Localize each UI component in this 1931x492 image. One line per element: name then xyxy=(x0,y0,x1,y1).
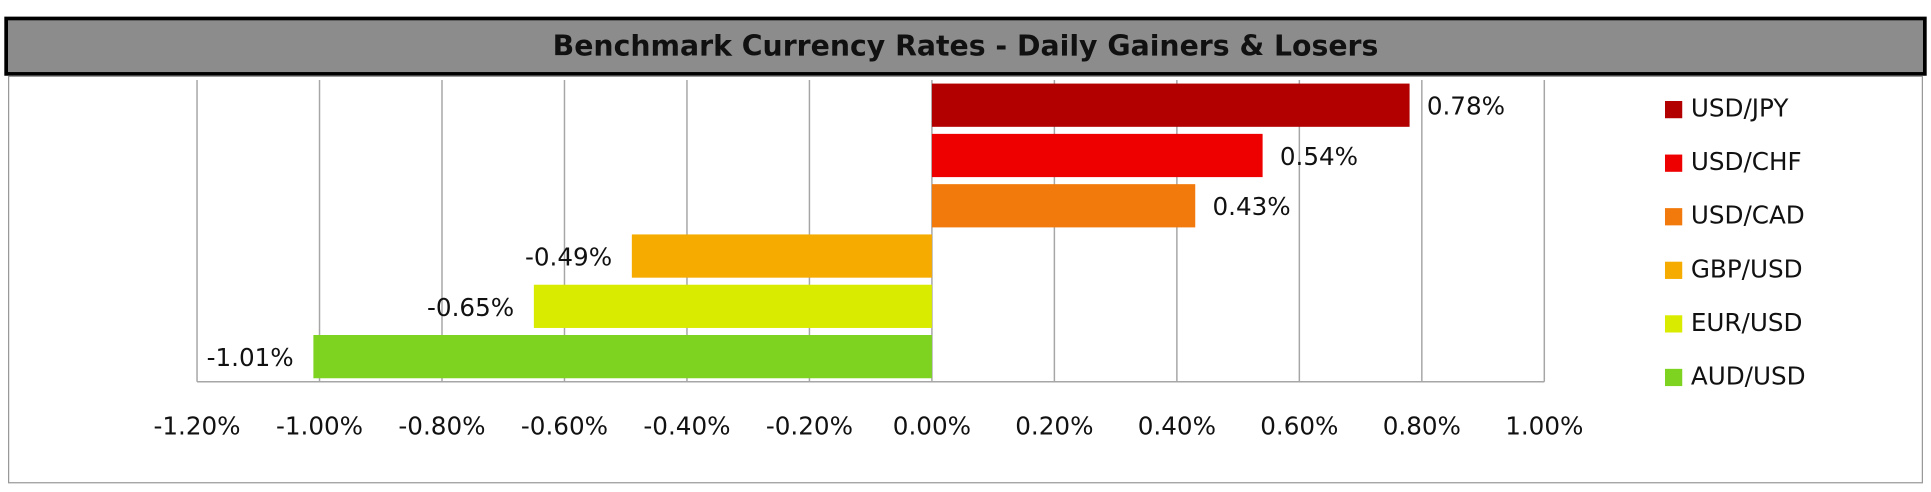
data-label: 0.78% xyxy=(1427,92,1505,121)
bar xyxy=(533,284,932,328)
x-tick-label: -0.20% xyxy=(766,411,853,440)
x-tick-label: 0.60% xyxy=(1260,411,1338,440)
x-tick-label: -0.60% xyxy=(521,411,608,440)
legend-swatch xyxy=(1664,100,1683,119)
bar xyxy=(313,335,932,379)
data-label: 0.54% xyxy=(1280,142,1358,171)
x-tick-label: -0.80% xyxy=(398,411,485,440)
legend-label: AUD/USD xyxy=(1691,361,1806,390)
x-tick-label: 0.20% xyxy=(1015,411,1093,440)
bar xyxy=(931,133,1263,178)
bar xyxy=(931,83,1410,127)
x-tick-label: 0.00% xyxy=(893,411,971,440)
legend-swatch xyxy=(1664,208,1683,226)
data-label: -1.01% xyxy=(207,343,294,372)
x-tick-label: 0.40% xyxy=(1138,411,1216,440)
legend-swatch xyxy=(1664,154,1683,172)
data-label: -0.49% xyxy=(525,243,612,272)
legend-label: USD/JPY xyxy=(1691,94,1789,123)
data-label: 0.43% xyxy=(1212,192,1290,221)
x-tick-label: -1.00% xyxy=(276,411,363,440)
chart-title: Benchmark Currency Rates - Daily Gainers… xyxy=(553,29,1379,62)
title-bar xyxy=(4,16,1927,76)
legend-label: USD/CAD xyxy=(1691,201,1805,230)
legend-swatch xyxy=(1664,368,1683,387)
legend-label: EUR/USD xyxy=(1691,308,1803,337)
legend-label: USD/CHF xyxy=(1691,147,1802,176)
bar xyxy=(631,234,932,278)
x-tick-label: -0.40% xyxy=(643,411,730,440)
x-tick-label: 0.80% xyxy=(1383,411,1461,440)
bar xyxy=(931,184,1196,228)
legend-label: GBP/USD xyxy=(1691,254,1803,283)
legend-swatch xyxy=(1664,261,1683,279)
data-label: -0.65% xyxy=(427,293,514,322)
x-tick-label: 1.00% xyxy=(1505,411,1583,440)
x-tick-label: -1.20% xyxy=(153,411,240,440)
legend-swatch xyxy=(1664,315,1683,333)
